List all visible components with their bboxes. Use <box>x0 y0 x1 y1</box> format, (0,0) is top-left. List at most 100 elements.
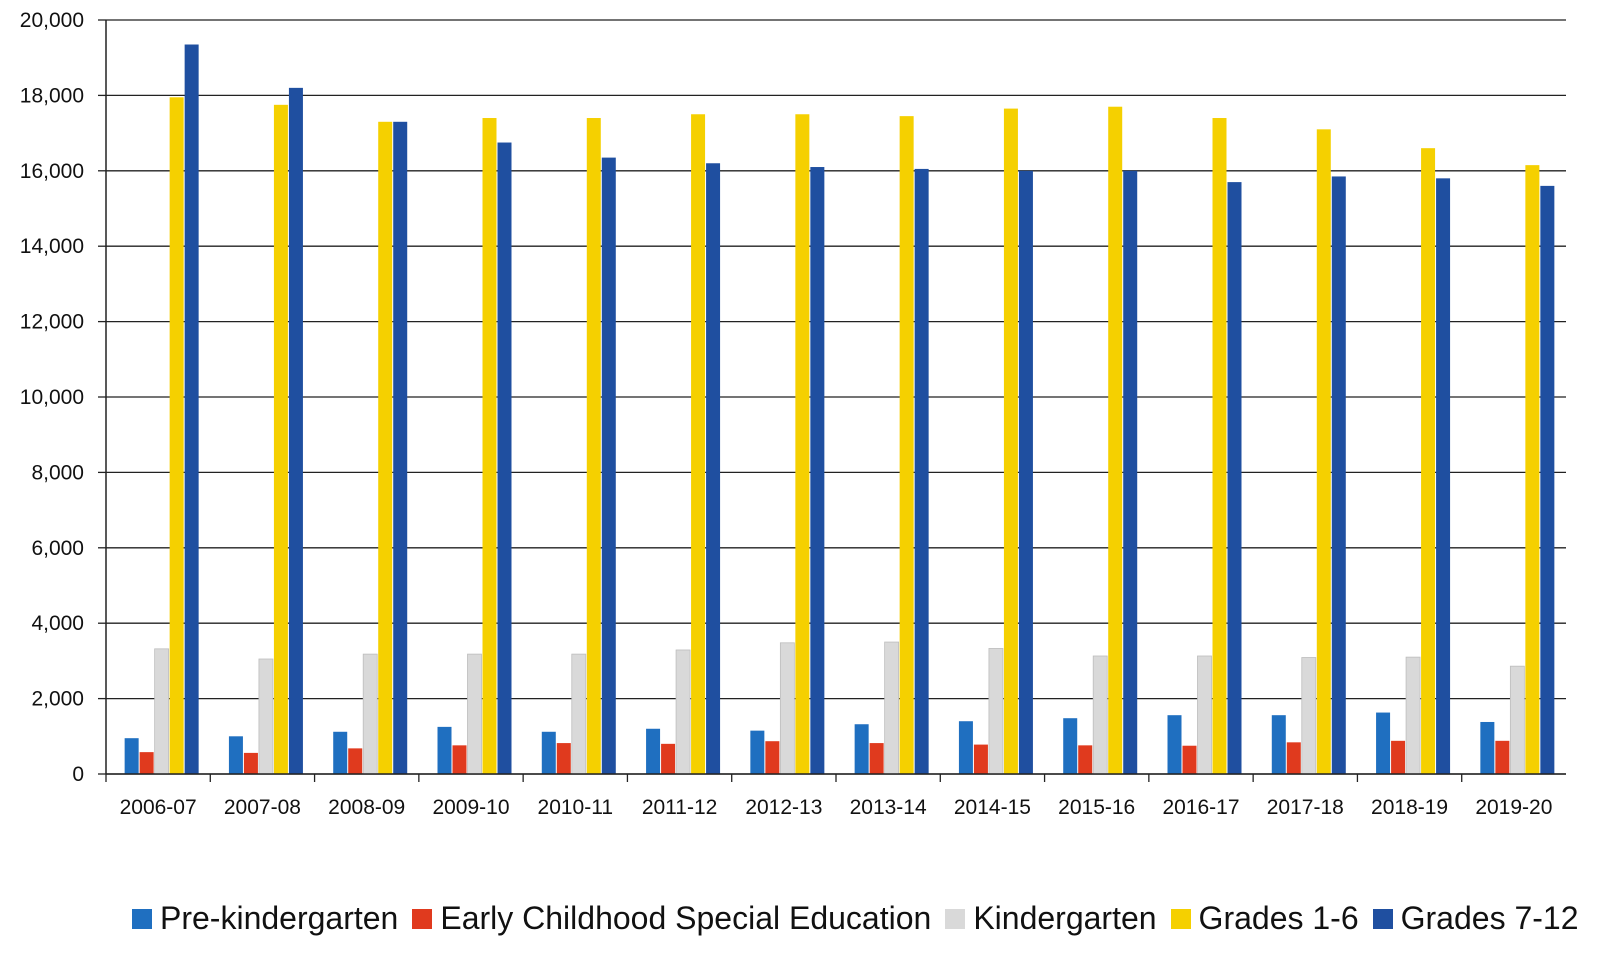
y-axis-tick-labels: 0 2,000 4,000 6,000 8,000 10,000 12,000 14,000 1… <box>20 9 84 786</box>
bar-early-childhood-special-education <box>243 752 258 774</box>
y-tick-label: 18,000 <box>20 84 84 107</box>
bar-pre-kindergarten <box>854 724 869 774</box>
y-tick-label: 20,000 <box>20 9 84 32</box>
bar-grades-1-6 <box>169 97 184 774</box>
bar-early-childhood-special-education <box>556 743 571 774</box>
legend-swatch <box>412 908 433 929</box>
bar-grades-7-12 <box>914 168 929 775</box>
legend-swatch <box>132 908 152 929</box>
bar-early-childhood-special-education <box>1391 740 1406 774</box>
bar-kindergarten <box>467 653 482 775</box>
bar-pre-kindergarten <box>541 731 556 774</box>
bar-grades-1-6 <box>795 114 810 774</box>
bar-kindergarten <box>988 648 1004 775</box>
x-tick-label: 2009-10 <box>432 796 509 819</box>
bar-early-childhood-special-education <box>661 743 676 774</box>
x-tick-label: 2017-18 <box>1267 796 1344 819</box>
y-tick-label: 16,000 <box>20 160 84 183</box>
bars <box>124 44 1555 775</box>
bar-early-childhood-special-education <box>348 748 363 774</box>
y-tick-label: 10,000 <box>20 386 84 409</box>
grid-lines <box>98 19 1566 775</box>
bar-grades-1-6 <box>691 114 706 774</box>
bar-grades-7-12 <box>393 121 408 775</box>
bar-pre-kindergarten <box>437 726 452 774</box>
bar-kindergarten <box>1405 656 1421 775</box>
bar-pre-kindergarten <box>1167 715 1182 774</box>
bar-kindergarten <box>1197 655 1212 775</box>
bar-grades-1-6 <box>378 121 393 775</box>
legend-label: Grades 1-6 <box>1198 900 1359 936</box>
bar-grades-7-12 <box>810 167 825 774</box>
y-tick-label: 12,000 <box>20 311 84 334</box>
bar-pre-kindergarten <box>1376 712 1391 774</box>
legend: Pre-kindergarten Early Childhood Special … <box>132 900 1593 937</box>
bar-grades-7-12 <box>1436 178 1451 775</box>
y-tick-label: 2,000 <box>31 688 84 711</box>
y-tick-label: 8,000 <box>31 461 84 484</box>
x-axis-tick-labels: 2006-07 2007-08 2008-09 2009-10 2010-11 2011-… <box>120 796 1553 819</box>
x-tick-label: 2018-19 <box>1371 796 1448 819</box>
bar-pre-kindergarten <box>228 736 243 774</box>
bar-kindergarten <box>1301 657 1317 775</box>
bar-kindergarten <box>884 641 900 775</box>
bar-pre-kindergarten <box>750 730 765 774</box>
bar-early-childhood-special-education <box>1078 745 1093 774</box>
legend-label: Kindergarten <box>973 900 1157 936</box>
bar-grades-7-12 <box>1227 182 1242 775</box>
x-tick-label: 2013-14 <box>850 796 927 819</box>
bar-grades-1-6 <box>1316 129 1331 774</box>
legend-swatch <box>1372 908 1393 929</box>
legend-item: Kindergarten <box>945 900 1157 937</box>
x-tick-label: 2012-13 <box>745 796 822 819</box>
bar-grades-7-12 <box>706 163 721 774</box>
bar-pre-kindergarten <box>1063 718 1078 774</box>
x-tick-label: 2016-17 <box>1162 796 1239 819</box>
bar-kindergarten <box>675 649 691 775</box>
y-tick-label: 0 <box>72 763 84 786</box>
bar-early-childhood-special-education <box>973 744 988 774</box>
axes <box>105 20 1566 782</box>
bar-grades-7-12 <box>288 87 303 775</box>
x-tick-label: 2008-09 <box>328 796 405 819</box>
legend-item: Grades 7-12 <box>1372 900 1579 937</box>
bar-grades-7-12 <box>1540 185 1555 774</box>
bar-grades-7-12 <box>1331 176 1346 774</box>
bar-kindergarten <box>258 658 274 775</box>
bar-grades-1-6 <box>1108 106 1123 774</box>
bar-pre-kindergarten <box>646 728 661 774</box>
y-tick-label: 6,000 <box>31 537 84 560</box>
bar-grades-1-6 <box>1212 118 1227 774</box>
legend-item: Grades 1-6 <box>1170 900 1359 937</box>
legend-swatch <box>945 908 966 929</box>
x-tick-label: 2010-11 <box>538 796 614 819</box>
legend-label: Grades 7-12 <box>1400 900 1579 936</box>
x-tick-label: 2007-08 <box>224 796 301 819</box>
bar-pre-kindergarten <box>124 738 139 774</box>
bar-kindergarten <box>362 653 378 775</box>
y-tick-label: 4,000 <box>31 612 84 635</box>
bar-kindergarten <box>154 648 170 775</box>
legend-swatch <box>1170 908 1191 929</box>
bar-early-childhood-special-education <box>765 741 780 774</box>
legend-label: Early Childhood Special Education <box>440 900 932 936</box>
bar-grades-7-12 <box>1123 170 1138 775</box>
x-tick-label: 2019-20 <box>1475 796 1552 819</box>
bar-pre-kindergarten <box>1480 721 1495 774</box>
bar-grades-1-6 <box>586 118 601 774</box>
bar-early-childhood-special-education <box>1495 740 1510 774</box>
bar-pre-kindergarten <box>333 731 348 774</box>
bar-grades-7-12 <box>184 44 199 774</box>
enrollment-bar-chart: 0 2,000 4,000 6,000 8,000 10,000 12,000 14,000 1… <box>20 9 1566 819</box>
bar-grades-1-6 <box>273 104 288 774</box>
x-tick-label: 2006-07 <box>120 796 197 819</box>
legend-item: Early Childhood Special Education <box>412 900 931 937</box>
legend-item: Pre-kindergarten <box>132 900 398 937</box>
bar-pre-kindergarten <box>1271 715 1286 774</box>
bar-kindergarten <box>1092 655 1108 775</box>
bar-grades-1-6 <box>1421 148 1436 774</box>
x-tick-label: 2014-15 <box>954 796 1031 819</box>
legend-label: Pre-kindergarten <box>160 900 399 936</box>
x-tick-label: 2015-16 <box>1058 796 1135 819</box>
bar-early-childhood-special-education <box>1182 745 1197 774</box>
